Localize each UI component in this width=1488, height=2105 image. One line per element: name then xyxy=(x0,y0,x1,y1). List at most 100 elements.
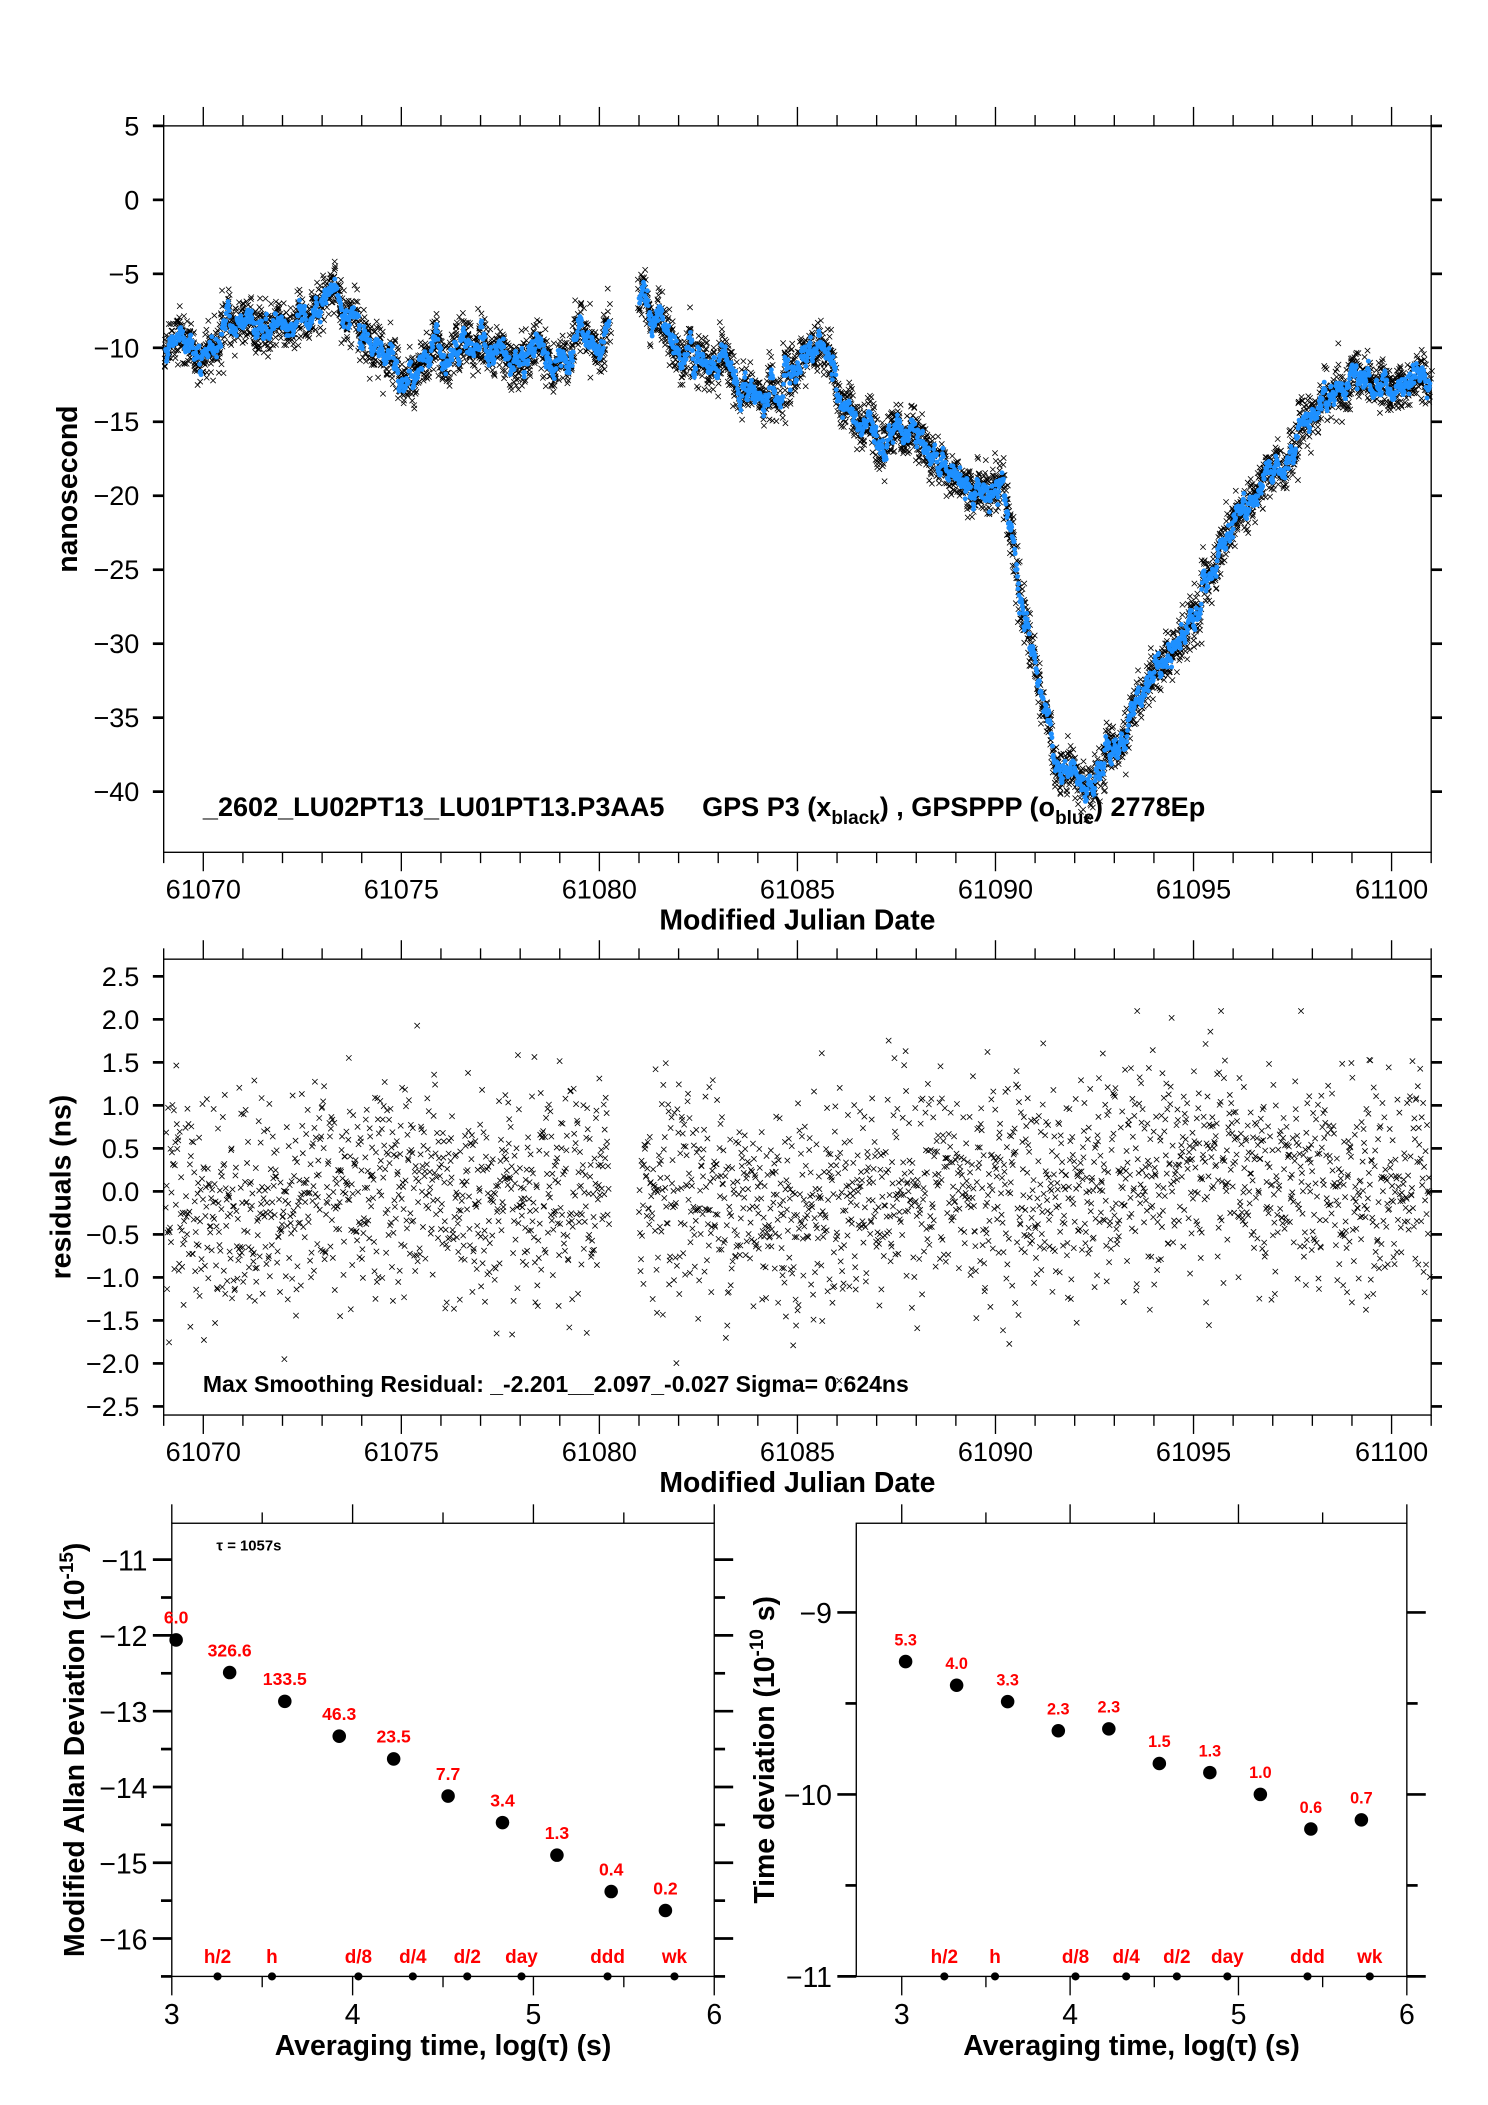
data-point-black xyxy=(1275,481,1282,488)
data-point-black xyxy=(1149,696,1156,703)
data-point-black xyxy=(604,285,611,292)
data-point-black xyxy=(814,368,821,375)
data-point-black xyxy=(748,369,754,376)
data-point-black xyxy=(1200,544,1207,551)
data-point-black xyxy=(197,378,204,385)
data-point-black xyxy=(1304,442,1311,449)
data-point-black xyxy=(996,462,1003,469)
data-point-black xyxy=(904,412,911,419)
data-point-black xyxy=(423,329,430,336)
data-point-black xyxy=(561,342,568,349)
data-point-black xyxy=(161,362,168,369)
data-point-black xyxy=(1067,742,1074,749)
data-point-black xyxy=(354,298,361,305)
data-point-black xyxy=(261,341,268,348)
data-point-black xyxy=(820,371,827,378)
data-point-black xyxy=(1145,664,1152,671)
y-tick-label: −10 xyxy=(93,333,139,363)
data-point-black xyxy=(378,332,385,339)
data-point-black xyxy=(1095,745,1102,752)
data-point-black xyxy=(276,331,283,338)
data-point-black xyxy=(710,386,717,393)
data-point-black xyxy=(317,282,324,289)
data-point-black xyxy=(817,317,824,324)
data-point-black xyxy=(1021,639,1028,646)
data-point-black xyxy=(231,352,238,359)
y-tick-label: −20 xyxy=(93,481,139,511)
data-point-black xyxy=(518,327,525,334)
data-point-black xyxy=(694,383,701,390)
data-point-black xyxy=(181,313,188,320)
data-point-black xyxy=(296,290,303,297)
data-point-black xyxy=(559,332,566,339)
data-point-black xyxy=(171,351,178,358)
data-point-black xyxy=(338,340,345,347)
data-point-black xyxy=(446,382,453,389)
data-point-black xyxy=(881,478,888,485)
data-point-black xyxy=(1064,732,1071,739)
data-point-black xyxy=(1037,720,1044,727)
data-point-black xyxy=(779,414,786,421)
data-point-black xyxy=(453,323,460,330)
data-point-black xyxy=(1157,687,1164,694)
data-point-black xyxy=(188,320,195,327)
data-point-black xyxy=(1184,656,1191,663)
data-point-black xyxy=(493,323,500,330)
data-point-black xyxy=(893,401,900,408)
data-point-black xyxy=(780,340,787,347)
data-point-black xyxy=(283,342,290,349)
data-point-black xyxy=(935,433,942,440)
data-point-black xyxy=(1031,632,1038,639)
x-axis-label: Modified Julian Date xyxy=(659,904,935,936)
x-tick-label: 61090 xyxy=(958,874,1033,904)
data-point-black xyxy=(721,336,728,343)
data-point-black xyxy=(430,366,437,373)
data-point-black xyxy=(828,326,835,333)
data-point-black xyxy=(811,323,818,330)
data-point-black xyxy=(992,450,999,457)
data-point-black xyxy=(257,311,264,318)
data-point-black xyxy=(248,294,255,301)
data-point-black xyxy=(340,287,347,294)
data-point-black xyxy=(768,353,775,360)
data-point-black xyxy=(826,333,833,340)
data-point-black xyxy=(1146,702,1152,709)
data-point-black xyxy=(1305,393,1312,400)
data-point-black xyxy=(586,300,593,307)
data-point-black xyxy=(470,372,477,379)
data-point-black xyxy=(1286,431,1293,438)
data-point-black xyxy=(351,282,358,289)
data-point-black xyxy=(1245,519,1252,526)
data-point-black xyxy=(523,337,530,344)
data-point-black xyxy=(1138,714,1145,721)
data-point-black xyxy=(733,359,740,366)
x-tick-label: 61095 xyxy=(1156,874,1231,904)
data-point-black xyxy=(267,345,274,352)
y-tick-label: −30 xyxy=(93,629,139,659)
data-point-black xyxy=(372,328,379,335)
data-point-black xyxy=(221,339,228,346)
data-point-black xyxy=(317,324,324,331)
data-point-black xyxy=(1232,487,1239,494)
data-point-black xyxy=(1147,645,1154,652)
data-point-black xyxy=(1179,611,1186,618)
data-point-black xyxy=(572,297,579,304)
data-point-black xyxy=(463,358,470,365)
data-point-black xyxy=(1364,347,1371,354)
data-point-black xyxy=(363,350,370,357)
data-point-black xyxy=(296,325,303,332)
data-point-black xyxy=(718,326,725,333)
data-point-black xyxy=(409,397,416,404)
data-point-black xyxy=(320,275,327,282)
y-axis-label: nanosecond xyxy=(52,405,84,572)
data-point-black xyxy=(257,295,264,302)
data-point-black xyxy=(411,405,418,412)
data-point-black xyxy=(789,340,796,347)
x-tick-label: 61070 xyxy=(166,874,241,904)
y-tick-label: −25 xyxy=(93,555,139,585)
data-point-black xyxy=(214,327,221,334)
data-point-black xyxy=(210,377,217,384)
data-point-black xyxy=(1321,362,1328,369)
data-point-black xyxy=(1191,643,1198,650)
data-point-black xyxy=(642,266,649,273)
